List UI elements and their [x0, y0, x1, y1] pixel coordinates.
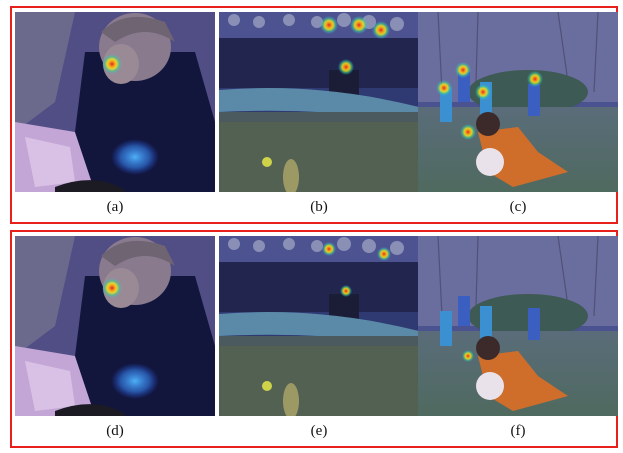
panel-image-f [418, 236, 618, 416]
panel-label-c: (c) [509, 199, 527, 215]
panel-label-b: (b) [310, 199, 328, 215]
panel-label-d: (d) [106, 423, 124, 439]
top-panel-group: (a) (b) (c) [10, 6, 618, 224]
panel-label-a: (a) [106, 199, 124, 215]
panel-image-e [219, 236, 419, 416]
panel-image-a [15, 12, 215, 192]
panel-image-c [418, 12, 618, 192]
panel-image-b [219, 12, 419, 192]
panel-label-e: (e) [310, 423, 328, 439]
panel-label-f: (f) [510, 423, 526, 439]
panel-image-d [15, 236, 215, 416]
bottom-panel-group: (d) (e) (f) [10, 230, 618, 448]
